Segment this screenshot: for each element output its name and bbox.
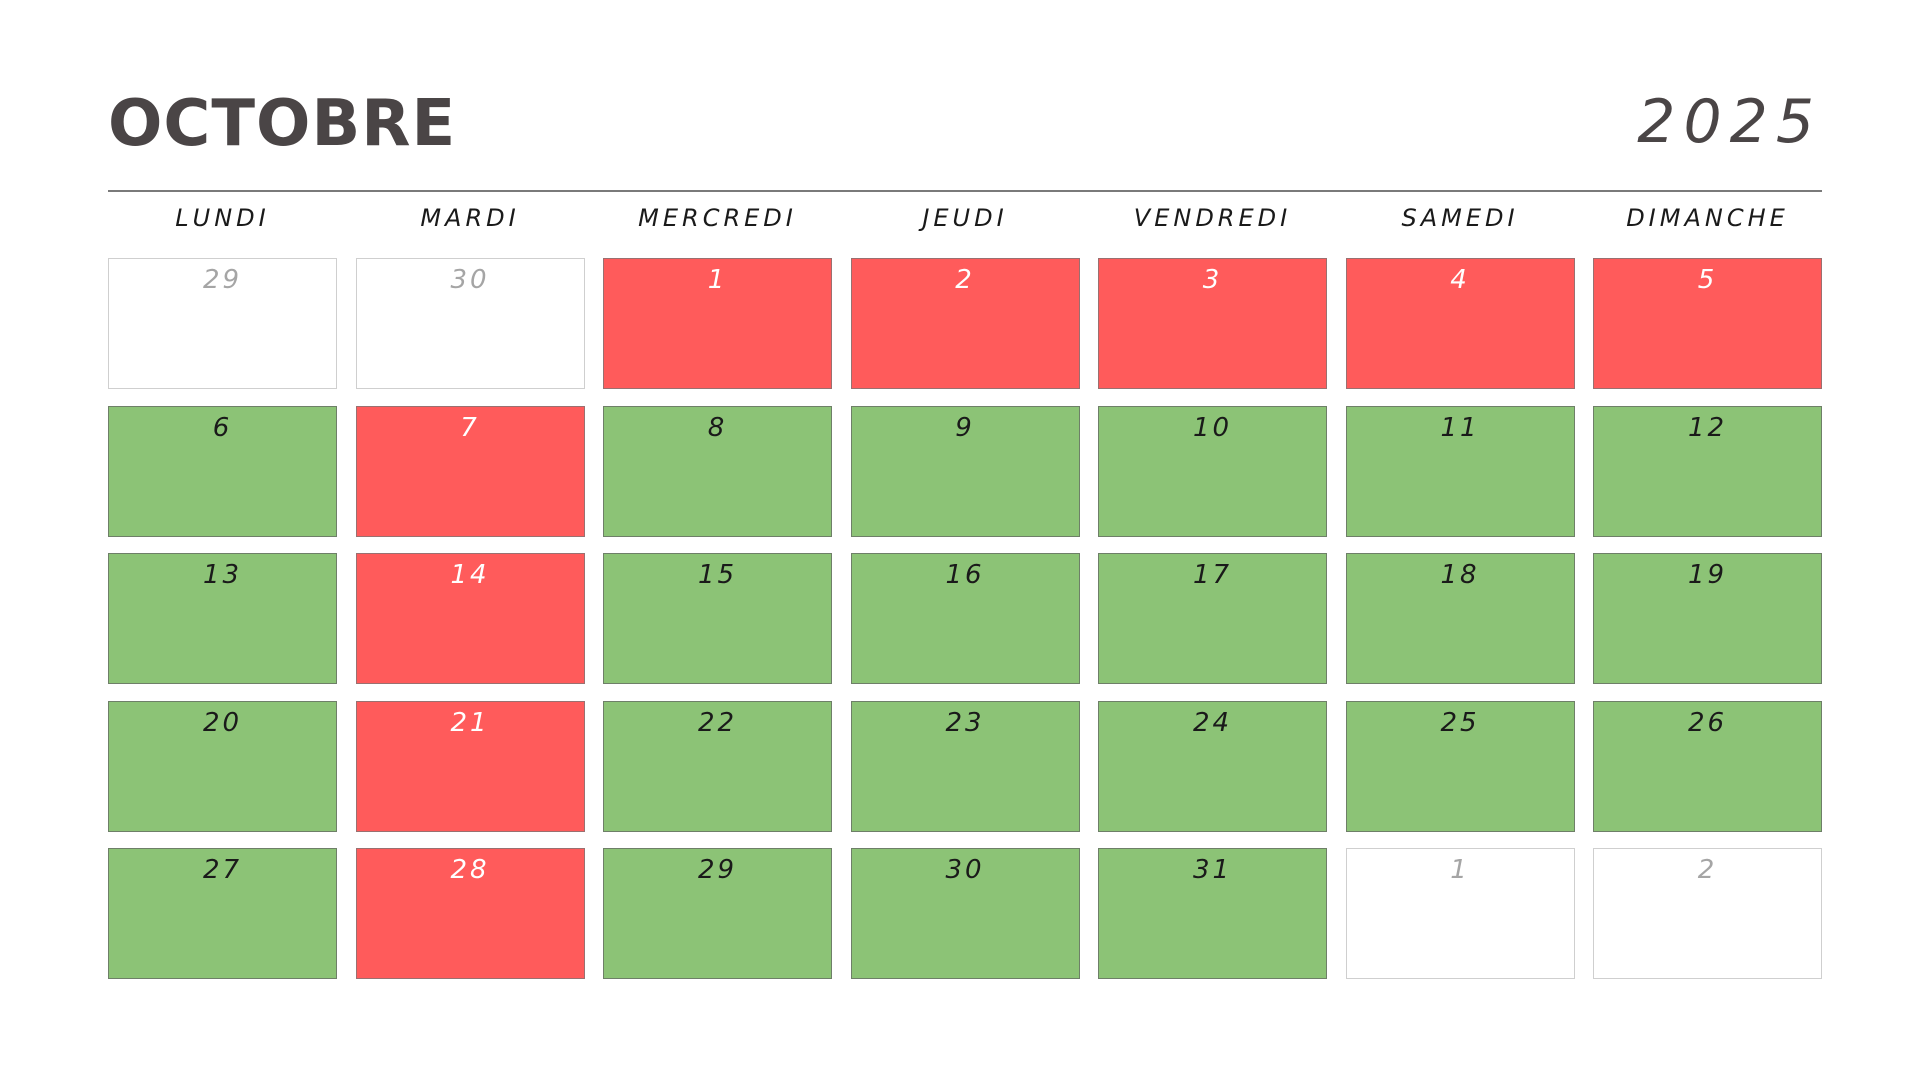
weekday-wednesday: MERCREDI [638,204,797,232]
day-number: 21 [450,707,490,738]
day-number: 16 [945,560,985,590]
day-cell[interactable]: 29 [108,258,337,389]
day-cell[interactable]: 8 [603,405,832,537]
day-cell[interactable]: 31 [1098,848,1327,979]
day-number: 20 [202,707,243,738]
day-cell[interactable]: 6 [108,405,337,537]
day-cell[interactable]: 9 [850,405,1080,537]
day-cell[interactable]: 18 [1345,553,1575,684]
weekday-sunday: DIMANCHE [1626,204,1789,232]
day-number: 27 [202,855,243,885]
day-cell[interactable]: 11 [1345,405,1575,537]
day-cell[interactable]: 12 [1593,405,1822,537]
day-number: 15 [697,560,738,590]
header-divider [108,190,1822,192]
day-number: 18 [1440,560,1480,590]
day-number: 5 [1697,265,1718,295]
day-number: 1 [707,265,728,295]
day-cell[interactable]: 21 [355,700,585,832]
day-number: 14 [450,560,490,590]
day-cell[interactable]: 3 [1098,258,1327,389]
weekday-monday: LUNDI [175,204,270,232]
day-cell[interactable]: 19 [1593,553,1822,684]
day-cell[interactable]: 5 [1593,258,1822,389]
day-cell[interactable]: 23 [850,700,1080,832]
day-cell[interactable]: 2 [1593,848,1822,979]
day-number: 11 [1440,412,1480,443]
day-number: 23 [945,707,985,738]
day-cell[interactable]: 13 [108,553,337,684]
day-cell[interactable]: 26 [1593,700,1822,832]
day-number: 2 [1697,855,1718,885]
day-cell[interactable]: 14 [355,553,585,684]
weekday-friday: VENDREDI [1133,204,1292,232]
year-title: 2025 [1637,87,1822,157]
day-number: 1 [1450,855,1470,885]
day-cell[interactable]: 24 [1098,700,1327,832]
day-cell[interactable]: 1 [1345,848,1575,979]
weekday-thursday: JEUDI [922,204,1008,232]
day-number: 2 [955,265,975,295]
day-cell[interactable]: 25 [1345,700,1575,832]
weekday-header-row: LUNDI MARDI MERCREDI JEUDI VENDREDI SAME… [108,204,1822,232]
day-number: 4 [1450,265,1470,295]
day-number: 13 [202,560,243,590]
day-cell[interactable]: 30 [355,258,585,389]
day-cell[interactable]: 29 [603,848,832,979]
day-cell[interactable]: 30 [850,848,1080,979]
day-cell[interactable]: 2 [850,258,1080,389]
day-number: 25 [1440,707,1480,738]
day-number: 26 [1687,707,1728,738]
day-number: 22 [697,707,738,738]
weekday-saturday: SAMEDI [1401,204,1519,232]
day-cell[interactable]: 7 [355,405,585,537]
day-number: 24 [1192,707,1233,738]
day-cell[interactable]: 15 [603,553,832,684]
day-number: 3 [1202,265,1223,295]
day-cell[interactable]: 17 [1098,553,1327,684]
month-title: OCTOBRE [108,87,457,161]
day-number: 9 [955,412,975,443]
day-number: 17 [1192,560,1233,590]
day-number: 30 [450,265,490,295]
day-number: 31 [1192,855,1233,885]
day-cell[interactable]: 4 [1345,258,1575,389]
day-cell[interactable]: 22 [603,700,832,832]
day-number: 10 [1192,412,1233,443]
day-number: 6 [212,412,233,443]
day-cell[interactable]: 1 [603,258,832,389]
day-number: 28 [450,855,490,885]
day-cell[interactable]: 27 [108,848,337,979]
day-number: 7 [460,412,480,443]
day-number: 29 [697,855,738,885]
weekday-tuesday: MARDI [420,204,520,232]
day-cell[interactable]: 16 [850,553,1080,684]
calendar-grid: 29 30 1 2 3 4 5 6 7 8 9 10 11 12 13 14 15 16 17 18 19 20 21 22 2… [108,258,1822,979]
day-cell[interactable]: 20 [108,700,337,832]
day-number: 30 [945,855,985,885]
day-number: 29 [202,265,243,295]
day-number: 19 [1687,560,1728,590]
day-cell[interactable]: 10 [1098,405,1327,537]
day-cell[interactable]: 28 [355,848,585,979]
day-number: 8 [707,412,728,443]
day-number: 12 [1687,412,1728,443]
